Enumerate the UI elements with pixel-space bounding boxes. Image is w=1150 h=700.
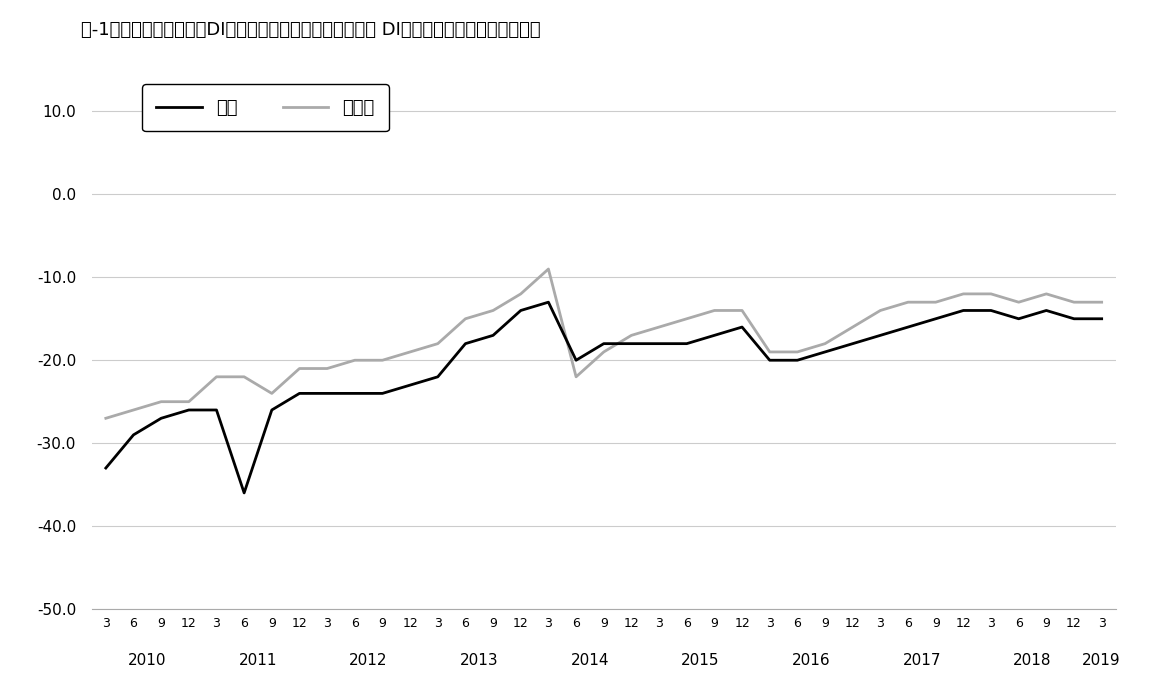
業況 [624,340,638,348]
売上額 [984,290,998,298]
業況 [320,389,334,398]
業況 [264,406,278,414]
業況 [1012,314,1026,323]
売上額 [707,307,721,315]
売上額 [735,307,749,315]
Text: 2019: 2019 [1082,653,1121,668]
業況 [1040,307,1053,315]
売上額 [514,290,528,298]
売上額 [957,290,971,298]
売上額 [209,372,223,381]
業況 [542,298,555,307]
売上額 [818,340,831,348]
売上額 [431,340,445,348]
売上額 [404,348,417,356]
業況 [735,323,749,331]
Legend: 業況, 売上額: 業況, 売上額 [141,85,389,132]
Text: 2012: 2012 [350,653,388,668]
Text: 図‐1　全産業の業況判断DI（前期比季節調整値）と売上額 DI（前期比季節調整値）の推移: 図‐1 全産業の業況判断DI（前期比季節調整値）と売上額 DI（前期比季節調整値… [81,21,540,39]
売上額 [902,298,915,307]
売上額 [182,398,196,406]
業況 [845,340,859,348]
業況 [762,356,776,365]
業況 [182,406,196,414]
業況 [126,430,140,439]
業況 [404,381,417,389]
売上額 [99,414,113,423]
Text: 2017: 2017 [903,653,941,668]
業況 [597,340,611,348]
売上額 [542,265,555,273]
売上額 [680,314,693,323]
売上額 [376,356,390,365]
業況 [957,307,971,315]
業況 [348,389,362,398]
売上額 [348,356,362,365]
業況 [514,307,528,315]
業況 [154,414,168,423]
売上額 [292,364,306,372]
業況 [874,331,888,340]
Line: 売上額: 売上額 [106,269,1102,419]
売上額 [597,348,611,356]
売上額 [320,364,334,372]
業況 [459,340,473,348]
業況 [707,331,721,340]
売上額 [569,372,583,381]
売上額 [237,372,251,381]
業況 [790,356,804,365]
業況 [984,307,998,315]
業況 [209,406,223,414]
売上額 [1067,298,1081,307]
業況 [237,489,251,497]
Line: 業況: 業況 [106,302,1102,493]
売上額 [624,331,638,340]
業況 [1095,314,1109,323]
Text: 2013: 2013 [460,653,499,668]
売上額 [486,307,500,315]
Text: 2010: 2010 [128,653,167,668]
業況 [818,348,831,356]
売上額 [1095,298,1109,307]
業況 [486,331,500,340]
売上額 [126,406,140,414]
売上額 [929,298,943,307]
業況 [902,323,915,331]
売上額 [874,307,888,315]
売上額 [264,389,278,398]
Text: 2016: 2016 [792,653,830,668]
売上額 [1040,290,1053,298]
業況 [292,389,306,398]
業況 [652,340,666,348]
業況 [376,389,390,398]
売上額 [845,323,859,331]
売上額 [1012,298,1026,307]
売上額 [652,323,666,331]
業況 [680,340,693,348]
Text: 2011: 2011 [239,653,277,668]
売上額 [762,348,776,356]
Text: 2014: 2014 [570,653,610,668]
業況 [569,356,583,365]
Text: 2018: 2018 [1013,653,1052,668]
業況 [431,372,445,381]
売上額 [459,314,473,323]
業況 [1067,314,1081,323]
業況 [99,464,113,473]
売上額 [154,398,168,406]
業況 [929,314,943,323]
Text: 2015: 2015 [681,653,720,668]
売上額 [790,348,804,356]
